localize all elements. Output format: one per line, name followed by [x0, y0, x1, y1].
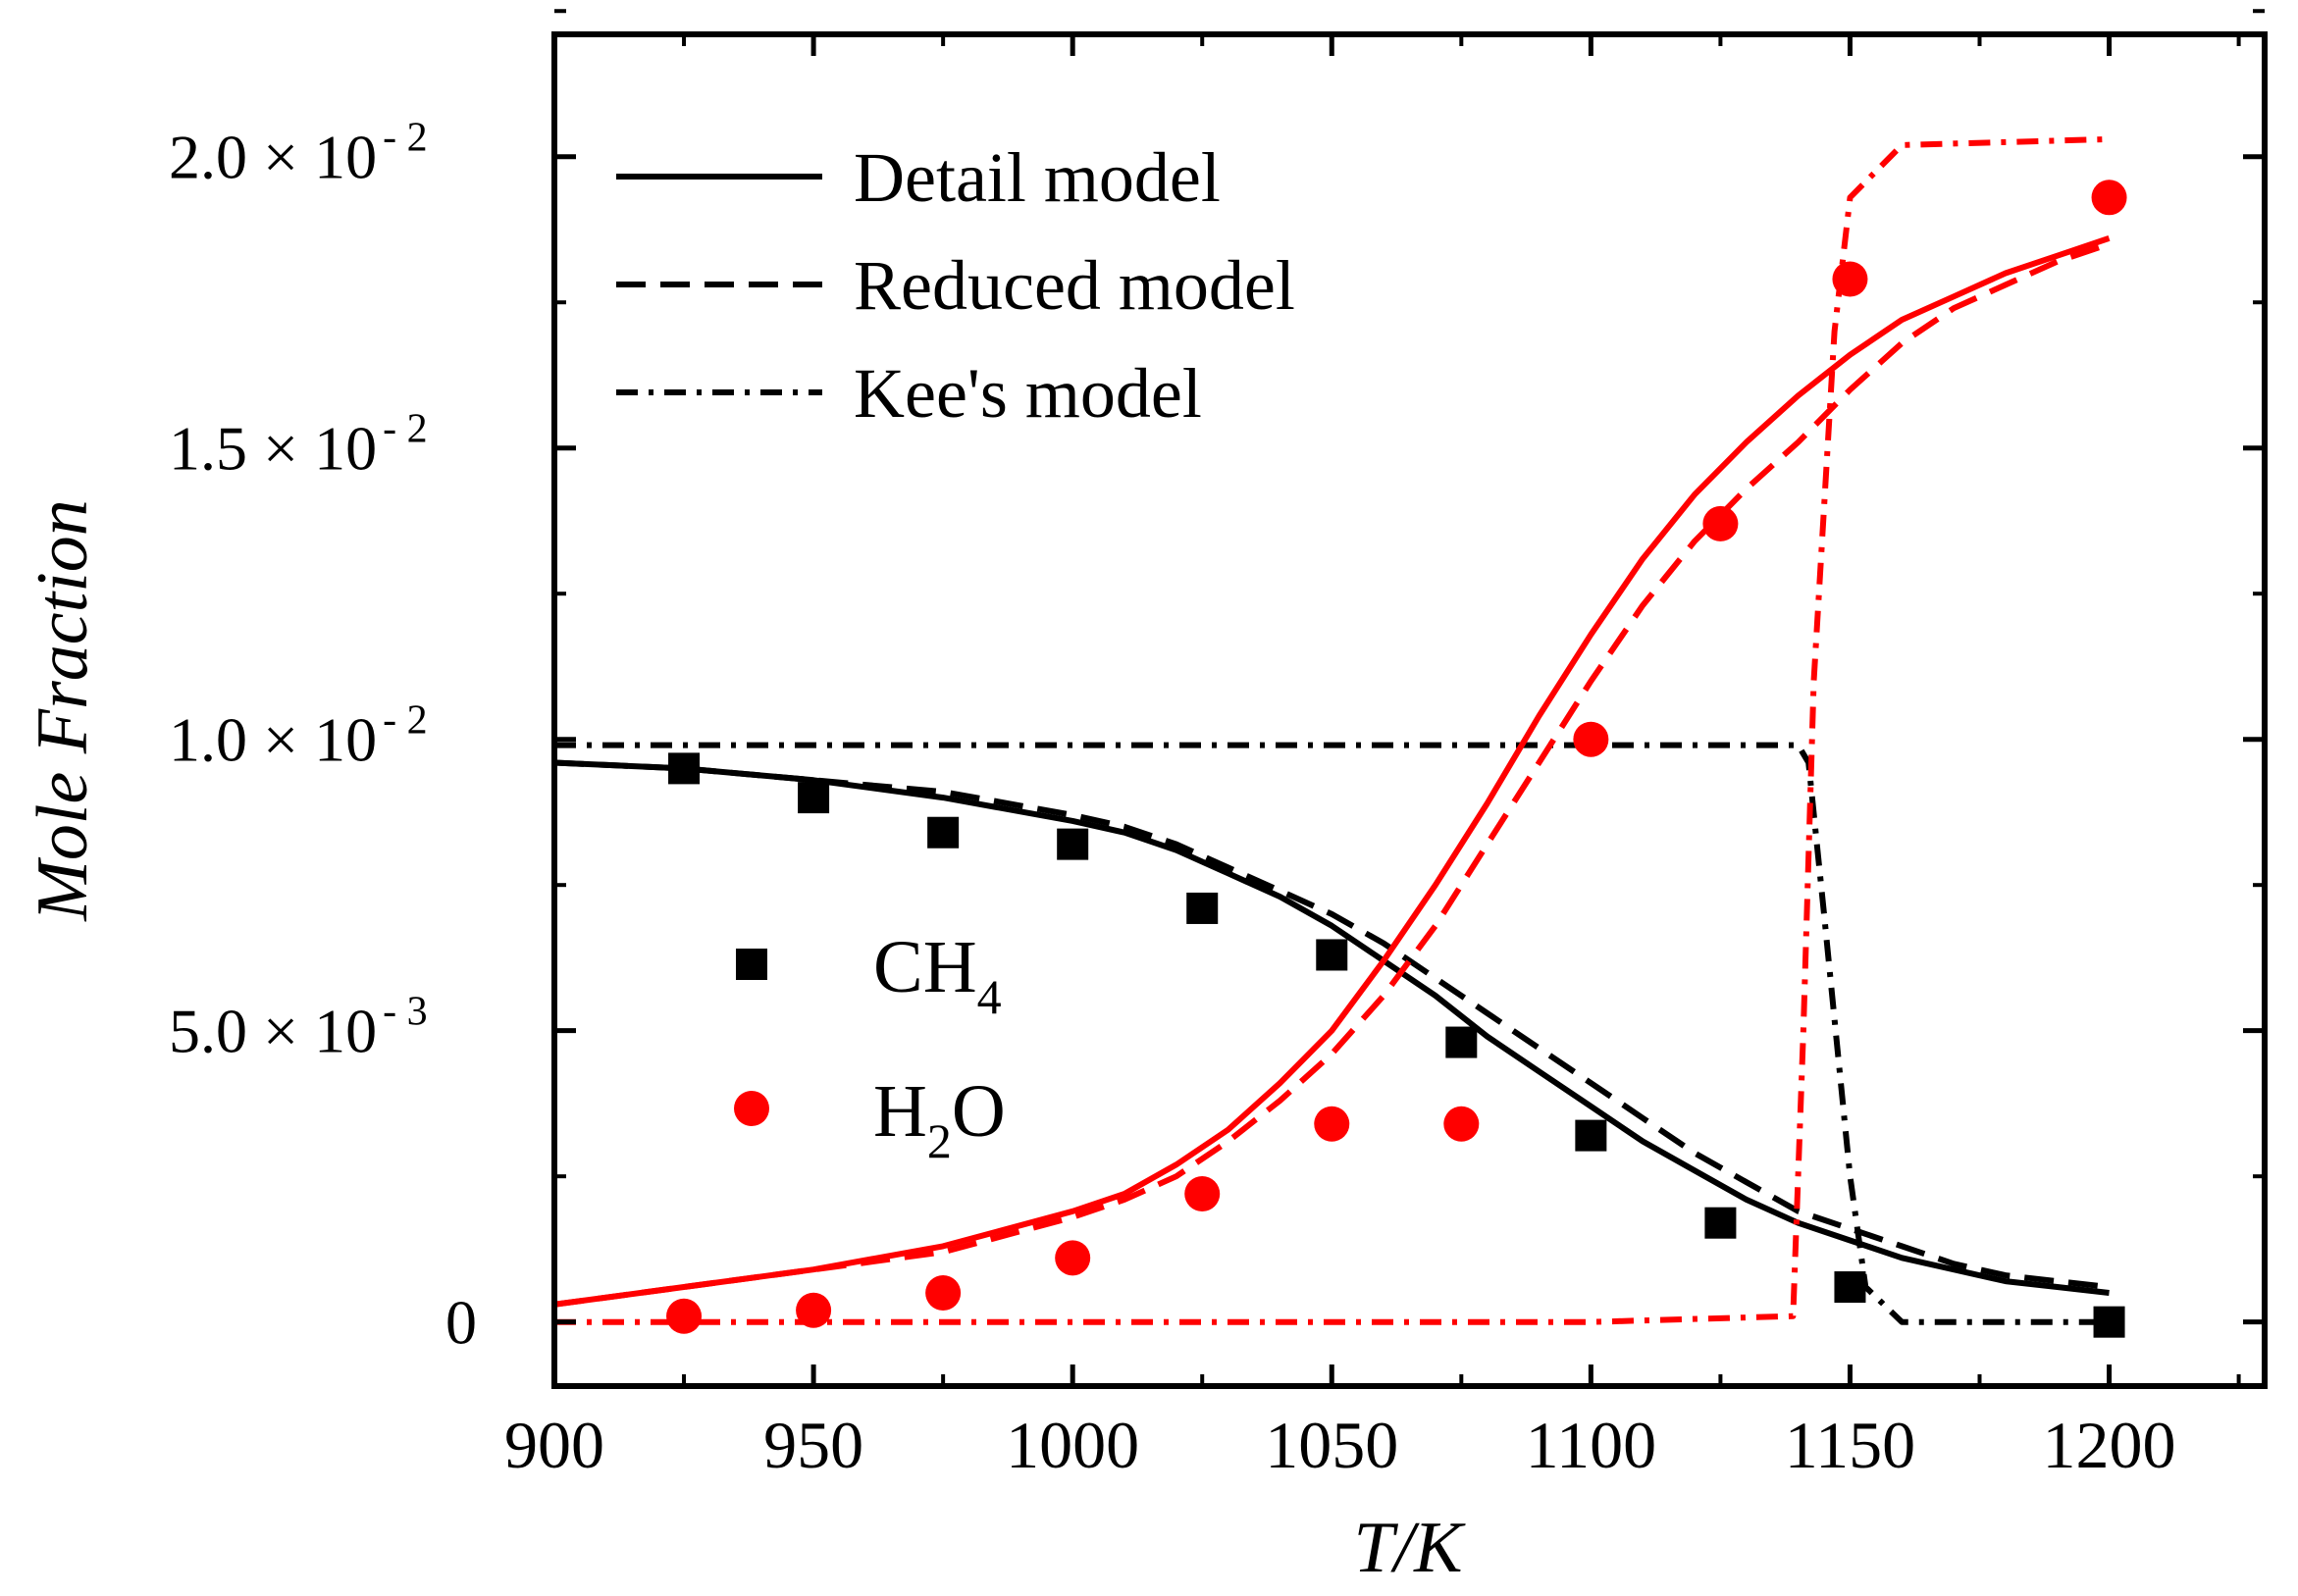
ch4-data-point [668, 752, 701, 785]
h2o-data-point [1055, 1240, 1091, 1276]
x-tick-labels: 900 950 1000 1050 1100 1150 1200 [504, 1408, 2176, 1482]
ch4-legend-marker [736, 949, 767, 980]
axis-ticks [551, 9, 2265, 1386]
h2o-data-point [1832, 261, 1868, 297]
y-tick-label: 1.5 × 10- 2 [169, 407, 428, 484]
h2o-data-point [2091, 180, 2127, 216]
h2o-data-point [796, 1292, 832, 1328]
line-style-legend: Detail model Reduced model Kee's model [616, 138, 1295, 433]
ch4-data-point [927, 816, 960, 849]
h2o-data-point [1573, 721, 1609, 757]
series-line-1 [554, 759, 2110, 1290]
series-line-3 [554, 235, 2111, 1308]
ch4-data-point [1834, 1271, 1866, 1304]
legend-label: Detail model [854, 138, 1221, 217]
ch4-data-point [1316, 939, 1348, 971]
h2o-data-point [666, 1298, 703, 1334]
h2o-data-point [1443, 1106, 1480, 1142]
plot-area [554, 135, 2127, 1338]
x-tick-label: 900 [504, 1408, 604, 1482]
h2o-data-point [925, 1274, 962, 1311]
x-tick-label: 1050 [1265, 1408, 1398, 1482]
h2o-data-point [1184, 1175, 1221, 1211]
species-label: H2O [873, 1070, 1006, 1168]
ch4-data-point [1186, 892, 1219, 924]
x-tick-label: 950 [763, 1408, 863, 1482]
y-tick-label: 0 [445, 1288, 477, 1358]
h2o-data-point [1702, 505, 1739, 541]
legend-label: Reduced model [854, 246, 1295, 325]
y-tick-label: 5.0 × 10- 3 [169, 990, 428, 1066]
ch4-data-point [1445, 1026, 1478, 1058]
ch4-data-point [798, 782, 830, 814]
ch4-data-point [1575, 1119, 1607, 1152]
species-label: CH4 [873, 926, 1002, 1024]
h2o-data-point [1314, 1106, 1350, 1142]
x-tick-label: 1100 [1526, 1408, 1656, 1482]
y-axis-title: Mole Fraction [23, 499, 103, 922]
y-tick-labels: 0 5.0 × 10- 3 1.0 × 10- 2 1.5 × 10- 2 2.0 × … [169, 116, 477, 1358]
ch4-data-point [1057, 828, 1089, 860]
x-tick-label: 1150 [1785, 1408, 1915, 1482]
x-tick-label: 1000 [1006, 1408, 1139, 1482]
x-axis-title: T/K [1353, 1508, 1466, 1588]
y-tick-label: 1.0 × 10- 2 [169, 698, 428, 775]
ch4-data-point [2093, 1306, 2125, 1338]
series-line-5 [554, 135, 2110, 1325]
ch4-data-point [1704, 1207, 1737, 1239]
series-line-4 [554, 240, 2111, 1308]
series-line-0 [554, 759, 2110, 1296]
y-tick-label: 2.0 × 10- 2 [169, 116, 428, 192]
h2o-legend-marker [734, 1091, 769, 1126]
legend-label: Kee's model [854, 354, 1202, 433]
plot-frame [551, 31, 2268, 1389]
x-tick-label: 1200 [2043, 1408, 2176, 1482]
